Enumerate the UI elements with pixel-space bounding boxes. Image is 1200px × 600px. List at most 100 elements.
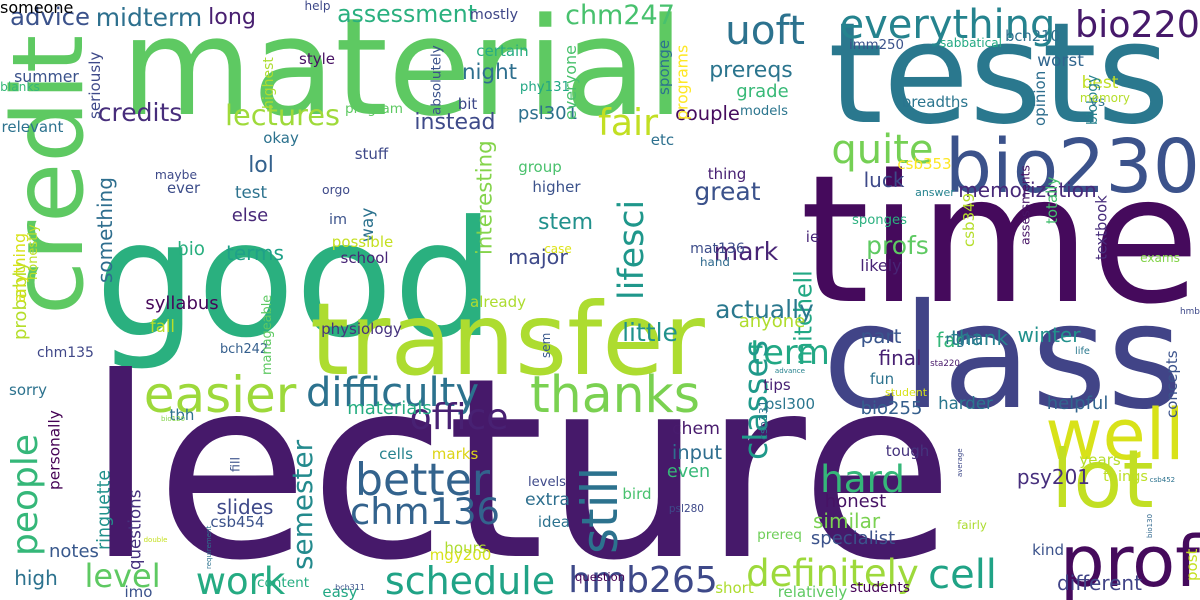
word-class: class	[822, 273, 1183, 442]
word-couple: couple	[675, 102, 740, 126]
word-chm136: chm136	[350, 490, 501, 533]
word-even: even	[666, 462, 711, 483]
word-chm247: chm247	[565, 0, 675, 31]
word-level: level	[84, 557, 161, 595]
word-everything: everything	[839, 2, 1056, 48]
word-sponge: sponge	[654, 39, 673, 96]
word-certain: certain	[476, 42, 529, 60]
word-thing: thing	[707, 165, 747, 183]
word-answer: answer	[915, 186, 955, 199]
word-fairly: fairly	[957, 517, 987, 532]
word-tbh: tbh	[169, 406, 195, 424]
word-ringuette: ringuette	[94, 469, 115, 551]
word-advance: advance	[774, 366, 806, 375]
word-bio130: bio130	[1145, 513, 1154, 538]
word-someone: someone	[0, 0, 74, 17]
word-bit: bit	[457, 95, 478, 113]
word-cells: cells	[379, 445, 413, 463]
word-question: question	[575, 569, 626, 584]
word-okay: okay	[263, 129, 299, 147]
word-fill: fill	[227, 456, 243, 472]
word-program: program	[345, 100, 404, 117]
word-terms: terms	[226, 241, 284, 265]
word-sabbatical: sabbatical	[940, 35, 1002, 50]
word-textbook: textbook	[1093, 195, 1111, 260]
word-levels: levels	[528, 475, 566, 490]
word-kind: kind	[1032, 541, 1064, 559]
word-difficulty: difficulty	[306, 370, 479, 416]
word-memorization: memorization	[958, 178, 1097, 202]
word-worst: worst	[1037, 51, 1084, 71]
word-physiology: physiology	[321, 320, 402, 338]
word-imm250: imm250	[849, 37, 904, 53]
word-average: average	[955, 448, 964, 477]
word-lot: lot	[1051, 433, 1154, 526]
word-bio: bio	[177, 238, 205, 260]
word-lectures: lectures	[225, 97, 341, 132]
word-possible: possible	[331, 233, 394, 251]
word-imo: imo	[124, 583, 153, 600]
word-definitely: definitely	[746, 552, 919, 595]
word-exams: exams	[1140, 250, 1180, 265]
word-easy: easy	[322, 583, 358, 600]
word-help: help	[304, 0, 331, 13]
word-actually: actually	[715, 295, 814, 324]
word-concepts: concepts	[1163, 350, 1181, 418]
word-honest: honest	[824, 491, 887, 512]
word-requirement: requirement	[204, 525, 213, 570]
word-helpful: helpful	[1046, 393, 1109, 414]
word-things: things	[1103, 469, 1148, 486]
word-vs: vs	[1090, 93, 1106, 110]
word-maybe: maybe	[154, 168, 198, 183]
word-little: little	[622, 318, 678, 347]
word-quite: quite	[831, 127, 934, 173]
word-bch210: bch210	[1005, 28, 1060, 46]
word-material: material	[120, 0, 685, 146]
word-semester: semester	[285, 439, 319, 571]
word-im: im	[329, 211, 348, 228]
word-thanks: thanks	[530, 364, 700, 424]
word-anyone: anyone	[738, 311, 806, 332]
word-absolutely: absolutely	[428, 45, 445, 115]
word-case: case	[544, 242, 572, 256]
word-bch242: bch242	[220, 342, 269, 357]
word-interesting: interesting	[472, 140, 498, 255]
word-orgo: orgo	[322, 182, 350, 198]
word-hmb265: hmb265	[568, 560, 718, 600]
word-sta220: sta220	[930, 359, 960, 370]
word-psl280: psl280	[668, 503, 704, 516]
word-stuff: stuff	[354, 145, 389, 163]
word-transfer: transfer	[310, 281, 705, 398]
word-content: content	[257, 574, 310, 591]
word-mostly: mostly	[469, 7, 519, 24]
word-fun: fun	[869, 370, 895, 388]
word-different: different	[1057, 571, 1142, 595]
word-ie: ie	[805, 228, 820, 246]
word-opinion: opinion	[1031, 70, 1049, 126]
word-advice: advice	[10, 2, 91, 32]
word-uoft: uoft	[725, 6, 805, 55]
word-relatively: relatively	[777, 583, 848, 600]
word-assessment: assessment	[337, 0, 477, 29]
word-tough: tough	[885, 442, 930, 460]
word-models: models	[740, 103, 788, 119]
word-lifesci: lifesci	[611, 199, 652, 301]
word-well: well	[1045, 394, 1185, 476]
word-seriously: seriously	[85, 51, 104, 119]
word-harder: harder	[938, 393, 993, 413]
word-prof: prof	[1060, 521, 1200, 600]
word-work: work	[195, 560, 286, 600]
word-night: night	[462, 60, 518, 86]
word-people: people	[5, 433, 46, 556]
word-major: major	[508, 245, 568, 270]
word-chem: chem	[672, 419, 720, 440]
word-student: student	[885, 386, 928, 399]
word-sem: sem	[539, 332, 553, 358]
word-short: short	[715, 579, 754, 597]
word-long: long	[208, 4, 256, 31]
word-double: double	[143, 536, 168, 544]
word-office: office	[409, 397, 509, 438]
word-mark: mark	[713, 237, 779, 266]
word-style: style	[299, 50, 335, 68]
